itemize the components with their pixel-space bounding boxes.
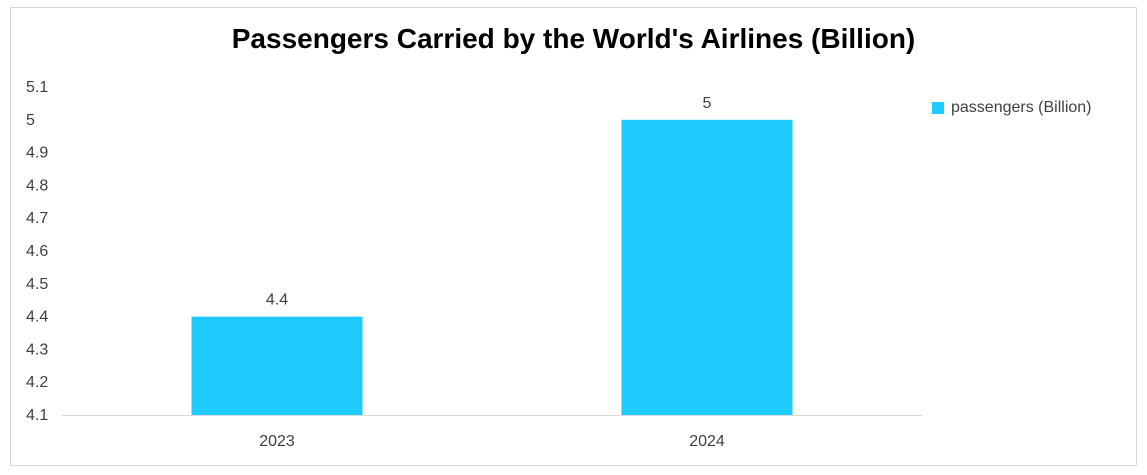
x-tick-label: 2023 bbox=[259, 433, 295, 450]
y-tick-label: 4.3 bbox=[26, 341, 48, 358]
y-tick-label: 4.7 bbox=[26, 210, 48, 227]
legend: passengers (Billion) bbox=[932, 99, 1092, 117]
bar bbox=[191, 316, 363, 415]
y-tick-label: 5 bbox=[26, 112, 35, 129]
y-tick-label: 4.9 bbox=[26, 145, 48, 162]
data-label: 4.4 bbox=[266, 292, 288, 309]
legend-label: passengers (Billion) bbox=[951, 99, 1092, 116]
y-tick-label: 4.1 bbox=[26, 407, 48, 424]
y-tick-label: 4.8 bbox=[26, 177, 48, 194]
y-tick-label: 4.5 bbox=[26, 276, 48, 293]
chart-title: Passengers Carried by the World's Airlin… bbox=[231, 23, 916, 54]
y-tick-label: 5.1 bbox=[26, 79, 48, 96]
legend-swatch bbox=[932, 102, 944, 114]
x-tick-label: 2024 bbox=[689, 433, 725, 450]
y-tick-label: 4.6 bbox=[26, 243, 48, 260]
y-tick-label: 4.4 bbox=[26, 309, 48, 326]
bar bbox=[621, 119, 793, 416]
data-label: 5 bbox=[703, 95, 712, 112]
y-tick-label: 4.2 bbox=[26, 374, 48, 391]
